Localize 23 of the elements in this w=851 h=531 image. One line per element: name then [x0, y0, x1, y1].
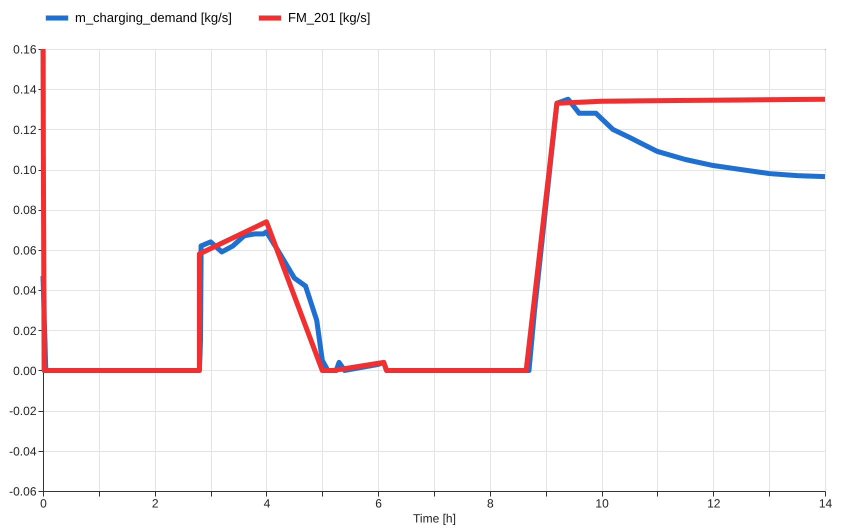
- x-tick-label: 0: [40, 496, 48, 510]
- y-tick-label: 0.00: [13, 364, 37, 378]
- y-tick-label: -0.04: [9, 444, 37, 458]
- y-tick-label: 0.10: [13, 163, 37, 178]
- y-tick-label: -0.06: [9, 484, 37, 498]
- y-tick-label: 0.16: [13, 42, 37, 56]
- y-tick-label: 0.06: [13, 243, 37, 258]
- x-tick-label: 2: [152, 496, 159, 510]
- y-tick-label: -0.02: [9, 404, 37, 418]
- x-tick-label: 10: [595, 496, 610, 510]
- x-tick-label: 8: [487, 496, 494, 510]
- legend-label: FM_201 [kg/s]: [288, 10, 370, 25]
- y-tick-label: 0.08: [13, 203, 37, 218]
- y-tick-label: 0.02: [13, 324, 37, 338]
- x-axis-title: Time [h]: [413, 512, 456, 526]
- x-tick-label: 12: [707, 496, 721, 510]
- y-tick-label: 0.04: [13, 284, 37, 298]
- x-tick-label: 4: [264, 496, 271, 510]
- y-tick-label: 0.14: [13, 82, 37, 97]
- legend-label: m_charging_demand [kg/s]: [75, 10, 232, 25]
- x-tick-label: 6: [375, 496, 382, 510]
- y-tick-label: 0.12: [13, 122, 37, 137]
- x-tick-label: 14: [818, 496, 832, 510]
